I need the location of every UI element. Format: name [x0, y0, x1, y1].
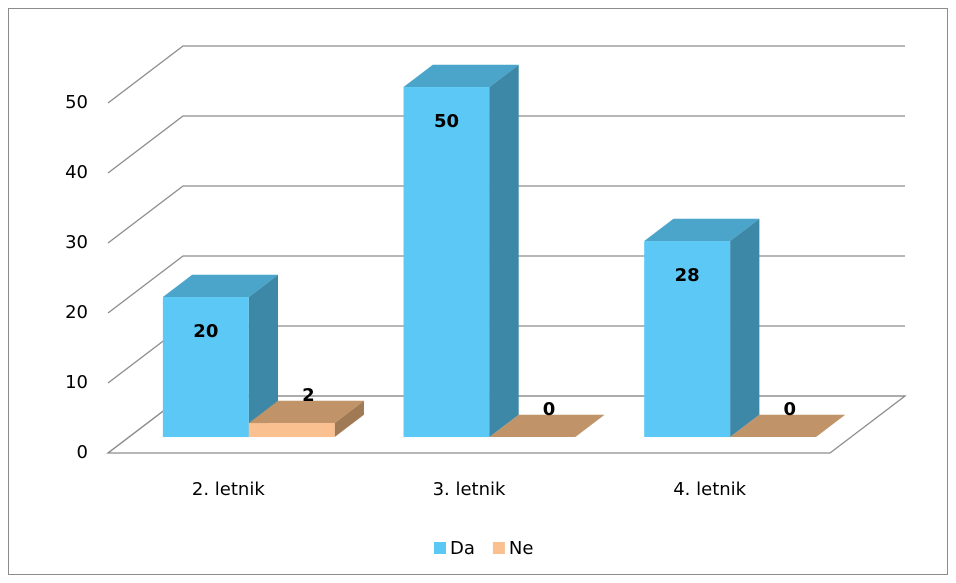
bar-top [489, 414, 605, 438]
bar-side [334, 400, 364, 438]
y-tick-label: 20 [65, 302, 88, 323]
legend-swatch [492, 542, 505, 554]
value-label: 50 [434, 111, 459, 132]
y-tick-label: 10 [65, 372, 88, 393]
y-tick-label: 50 [65, 92, 88, 113]
bar-top [644, 218, 760, 242]
bar [248, 423, 335, 438]
grid-line [107, 45, 905, 104]
legend-label: Ne [509, 538, 534, 559]
value-label: 0 [543, 399, 556, 420]
y-tick-label: 30 [65, 232, 88, 253]
legend-label: Da [450, 538, 475, 559]
value-label: 0 [783, 399, 796, 420]
bar [162, 297, 249, 438]
x-tick-label: 3. letnik [433, 479, 506, 500]
grid-line [107, 185, 905, 244]
bar [403, 87, 490, 438]
value-label: 20 [193, 321, 218, 342]
bar-top [162, 274, 279, 298]
bar-top [403, 64, 519, 88]
grid-line [107, 115, 905, 174]
value-label: 28 [675, 265, 700, 286]
y-tick-label: 0 [77, 442, 88, 463]
bar-side [248, 274, 279, 438]
bar [644, 241, 731, 438]
bar-side [730, 218, 760, 438]
bar-top [248, 400, 364, 424]
bar-top [730, 414, 846, 438]
bar-side [489, 64, 519, 438]
y-tick-label: 40 [65, 162, 88, 183]
x-tick-label: 4. letnik [673, 479, 746, 500]
x-tick-label: 2. letnik [192, 479, 265, 500]
value-label: 2 [302, 385, 315, 406]
legend-swatch [434, 542, 446, 554]
